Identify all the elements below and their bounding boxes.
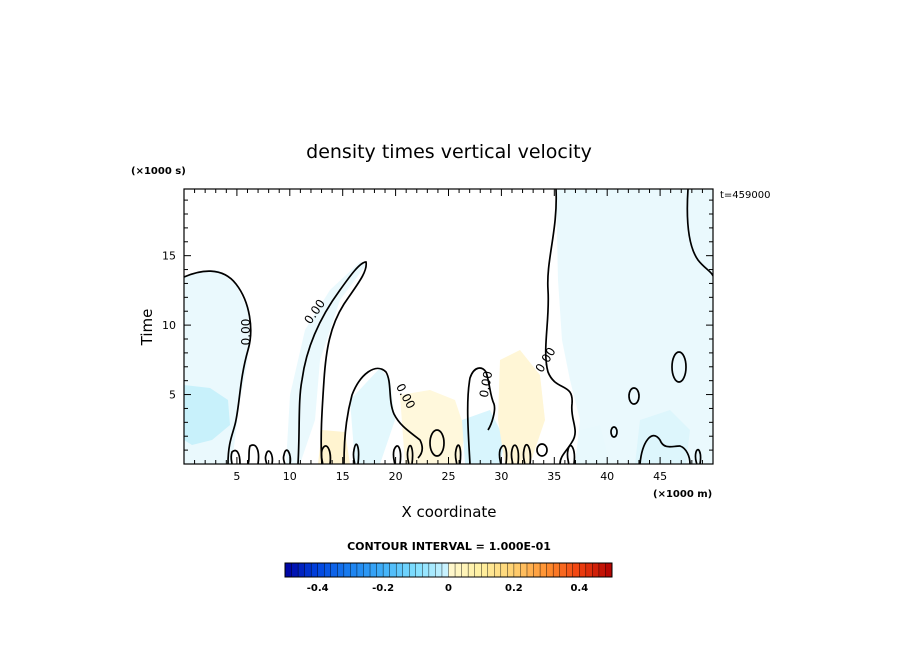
colorbar-cell: [330, 562, 338, 578]
colorbar-cell: [422, 562, 430, 578]
colorbar-cell: [461, 562, 469, 578]
colorbar-ticks: -0.4 -0.2 0 0.2 0.4: [307, 583, 588, 594]
colorbar-cell: [552, 562, 561, 578]
colorbar-cell: [448, 562, 456, 578]
colorbar-cell: [487, 562, 495, 578]
y-tick-label: 10: [162, 319, 176, 332]
chart-title: density times vertical velocity: [306, 141, 592, 163]
colorbar-cell: [494, 562, 502, 578]
contour-interval-label: CONTOUR INTERVAL = 1.000E-01: [347, 540, 551, 553]
y-axis: 5 10 15: [162, 199, 713, 451]
colorbar-cell: [500, 562, 508, 578]
x-tick-label: 45: [653, 470, 667, 483]
x-tick-label: 30: [494, 470, 508, 483]
colorbar-cell: [369, 562, 378, 578]
x-axis-units: (×1000 m): [653, 489, 712, 500]
colorbar-cell: [474, 562, 482, 578]
colorbar-cell: [526, 562, 535, 578]
colorbar-tick-label: 0: [445, 583, 452, 594]
y-axis-units: (×1000 s): [131, 166, 186, 177]
colorbar: [284, 562, 613, 578]
colorbar-cell: [592, 562, 600, 578]
colorbar-cell: [546, 562, 554, 578]
colorbar-cell: [382, 562, 391, 578]
colorbar-cell: [337, 562, 345, 578]
colorbar-cell: [605, 562, 613, 578]
colorbar-cell: [415, 562, 423, 578]
colorbar-cell: [435, 562, 443, 578]
colorbar-cell: [304, 562, 312, 578]
colorbar-cell: [284, 562, 293, 578]
colorbar-cell: [310, 562, 319, 578]
colorbar-cell: [350, 562, 358, 578]
colorbar-cell: [409, 562, 417, 578]
colorbar-cell: [297, 562, 306, 578]
colorbar-cell: [343, 562, 351, 578]
contour-label: 0.00: [477, 370, 495, 399]
colorbar-cell: [507, 562, 515, 578]
colorbar-cell: [598, 562, 606, 578]
colorbar-cell: [467, 562, 476, 578]
x-tick-label: 20: [389, 470, 403, 483]
shaded-field: [184, 189, 713, 464]
colorbar-cell: [395, 562, 404, 578]
colorbar-cell: [356, 562, 364, 578]
x-tick-label: 40: [600, 470, 614, 483]
colorbar-cell: [513, 562, 521, 578]
contour-label: 0.00: [533, 345, 559, 375]
colorbar-cell: [520, 562, 528, 578]
x-tick-label: 25: [442, 470, 456, 483]
colorbar-cell: [428, 562, 436, 578]
colorbar-tick-label: -0.2: [372, 583, 394, 594]
colorbar-cell: [579, 562, 587, 578]
y-axis-label: Time: [138, 309, 156, 347]
colorbar-cell: [389, 562, 397, 578]
colorbar-tick-label: 0.2: [505, 583, 523, 594]
colorbar-frame: [284, 562, 613, 578]
x-tick-label: 35: [547, 470, 561, 483]
colorbar-cell: [585, 562, 593, 578]
x-tick-label: 10: [283, 470, 297, 483]
colorbar-cell: [291, 562, 299, 578]
colorbar-cell: [481, 562, 489, 578]
colorbar-cell: [559, 562, 567, 578]
contour-lines: [184, 189, 713, 464]
colorbar-cell: [539, 562, 548, 578]
x-axis-label: X coordinate: [401, 503, 496, 521]
colorbar-cell: [441, 562, 449, 578]
colorbar-cell: [363, 562, 371, 578]
colorbar-tick-label: -0.4: [307, 583, 329, 594]
colorbar-cell: [324, 562, 332, 578]
colorbar-tick-label: 0.4: [570, 583, 588, 594]
colorbar-cell: [566, 562, 574, 578]
y-tick-label: 5: [169, 389, 176, 402]
colorbar-cell: [533, 562, 541, 578]
contour-label: 0.00: [239, 319, 253, 346]
time-stamp: t=459000: [720, 190, 770, 201]
x-axis: 5 10 15 20 25 30 35 40 45: [183, 189, 714, 483]
colorbar-cell: [376, 562, 384, 578]
x-tick-label: 15: [336, 470, 350, 483]
colorbar-cell: [454, 562, 463, 578]
colorbar-cell: [402, 562, 410, 578]
colorbar-cell: [572, 562, 580, 578]
colorbar-cell: [317, 562, 325, 578]
y-tick-label: 15: [162, 250, 176, 263]
x-tick-label: 5: [233, 470, 240, 483]
